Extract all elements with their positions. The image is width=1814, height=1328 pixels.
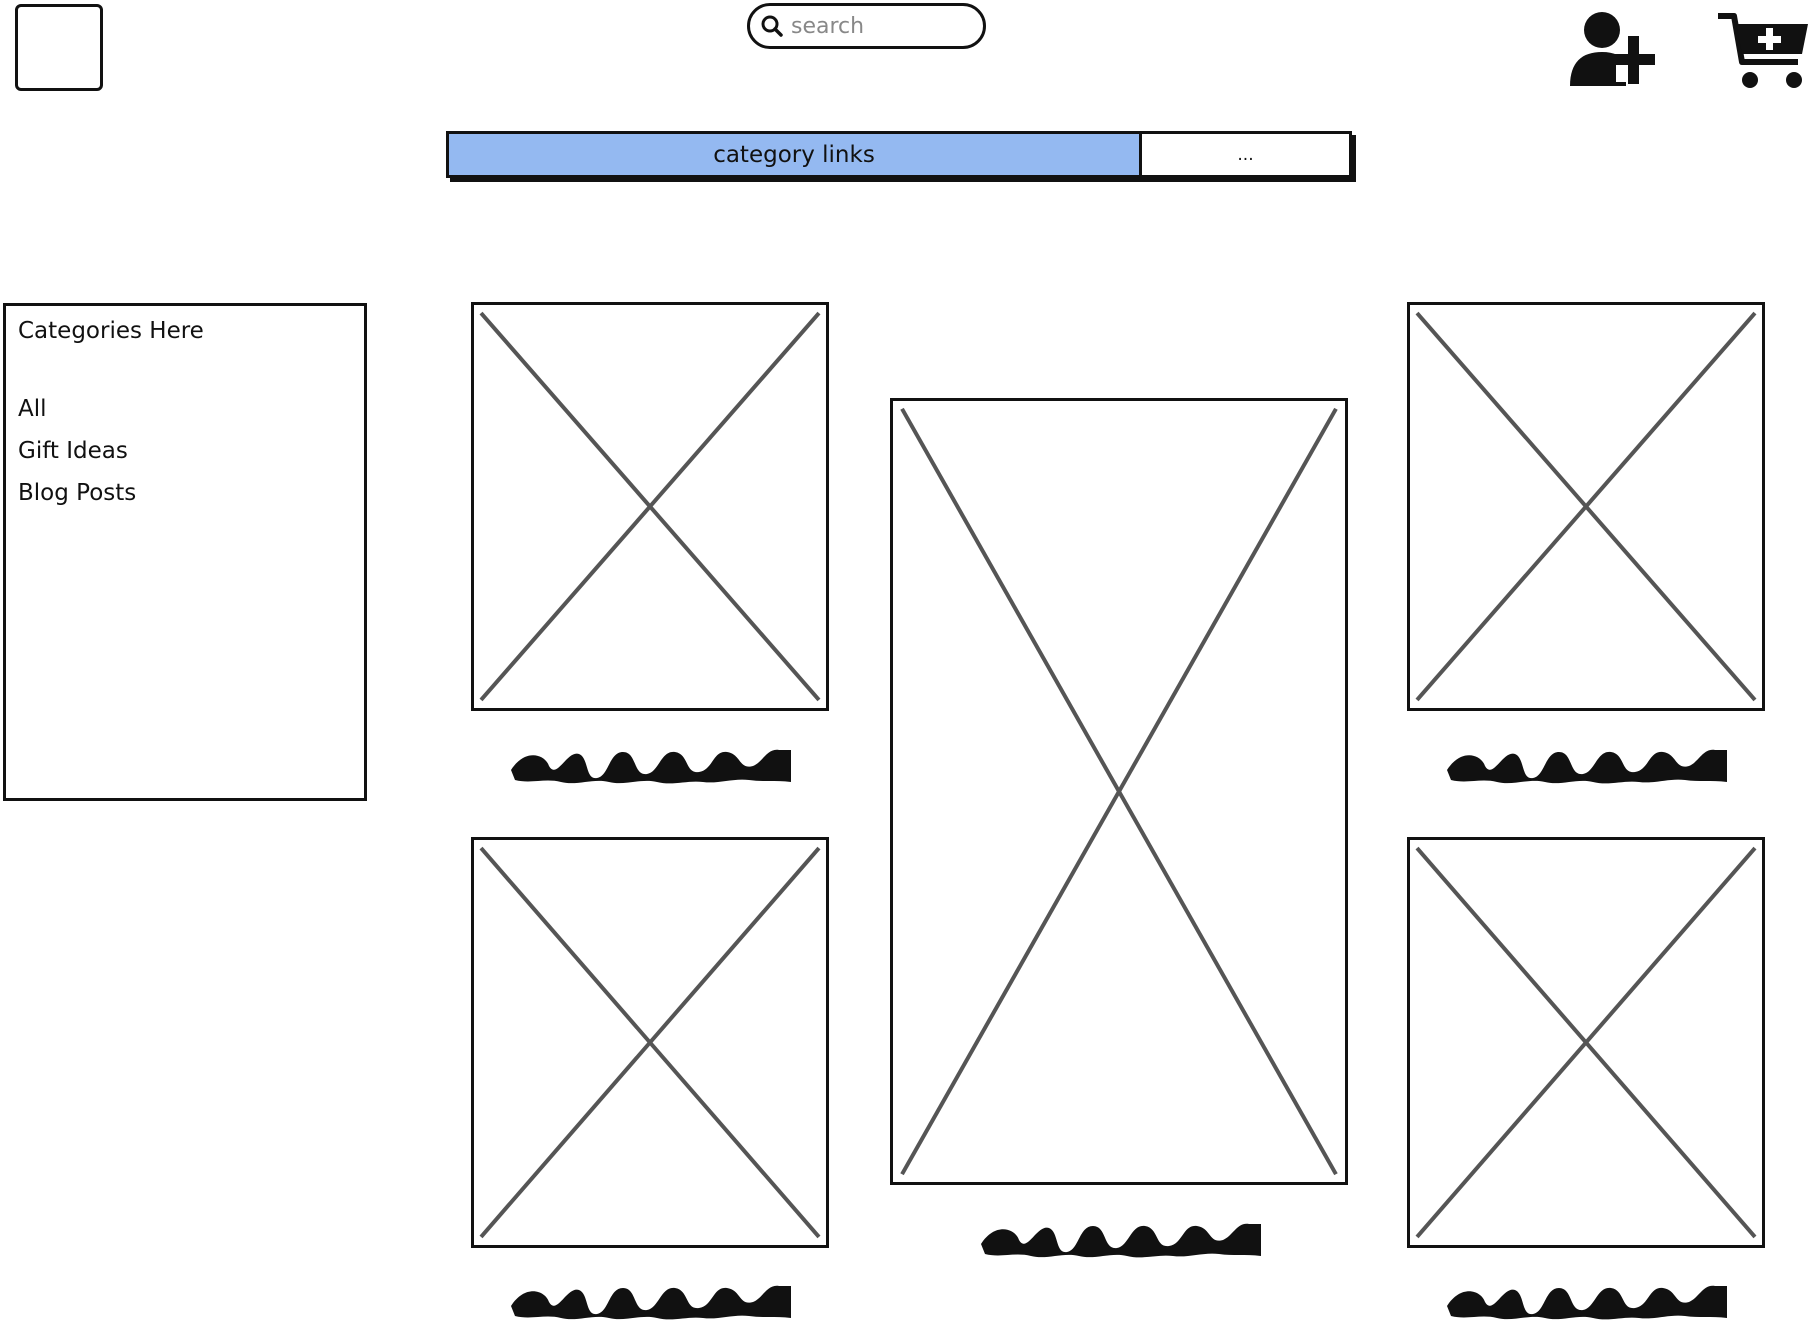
image-placeholder-icon [474,305,826,708]
sidebar-item-all[interactable]: All [18,394,352,424]
caption-scribble [1441,1276,1731,1326]
image-placeholder-icon [1410,840,1762,1245]
category-links-bar: category links ... [446,131,1352,178]
sidebar-title: Categories Here [18,316,352,346]
sidebar-item-blog-posts[interactable]: Blog Posts [18,478,352,508]
featured-image-placeholder[interactable] [890,398,1348,1185]
sidebar-item-gift-ideas[interactable]: Gift Ideas [18,436,352,466]
add-user-icon[interactable] [1568,8,1668,88]
product-image-placeholder[interactable] [471,302,829,711]
category-links-tab[interactable]: category links [449,134,1142,175]
search-input[interactable] [791,14,971,39]
image-placeholder-icon [1410,305,1762,708]
caption-scribble [505,740,795,790]
image-placeholder-icon [474,840,826,1245]
search-icon [759,13,785,39]
image-placeholder-icon [893,401,1345,1182]
logo-placeholder[interactable] [15,4,103,91]
categories-sidebar: Categories Here All Gift Ideas Blog Post… [3,303,367,801]
search-box[interactable] [747,3,986,49]
category-list: All Gift Ideas Blog Posts [18,394,352,508]
caption-scribble [1441,740,1731,790]
product-image-placeholder[interactable] [1407,302,1765,711]
caption-scribble [975,1214,1265,1264]
more-categories-button[interactable]: ... [1142,134,1349,175]
caption-scribble [505,1276,795,1326]
product-image-placeholder[interactable] [471,837,829,1248]
product-image-placeholder[interactable] [1407,837,1765,1248]
add-to-cart-icon[interactable] [1718,10,1812,92]
